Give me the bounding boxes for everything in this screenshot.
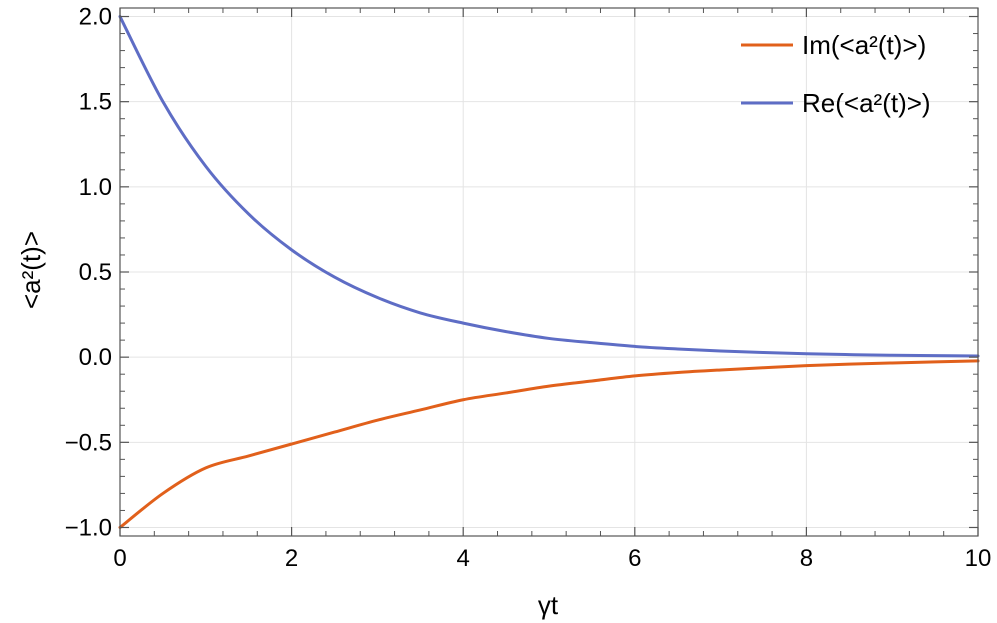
- series-line-0: [118, 359, 980, 529]
- ticks: [119, 8, 979, 536]
- y-tick-label: 2.0: [79, 4, 112, 31]
- x-tick-label: 4: [457, 545, 470, 572]
- x-tick-label: 2: [285, 545, 298, 572]
- y-tick-label: −1.0: [65, 514, 112, 541]
- x-tick-label: 10: [965, 545, 992, 572]
- x-tick-label: 8: [800, 545, 813, 572]
- y-axis-title: <a²(t)>: [16, 231, 46, 309]
- y-tick-label: 0.0: [79, 344, 112, 371]
- series-line-1: [118, 15, 980, 358]
- legend-label: Re(<a²(t)>): [802, 88, 931, 118]
- y-tick-label: 0.5: [79, 259, 112, 286]
- x-tick-label: 6: [628, 545, 641, 572]
- tick-labels: 0 2 4 6 8 10 −1.0 −0.5 0.0 0.5 1.0 1.5 2.0: [65, 4, 992, 572]
- y-tick-label: −0.5: [65, 429, 112, 456]
- y-tick-label: 1.5: [79, 89, 112, 116]
- legend: Im(<a²(t)>) Re(<a²(t)>): [741, 30, 931, 118]
- y-tick-label: 1.0: [79, 174, 112, 201]
- series-layer: [118, 15, 980, 529]
- legend-label: Im(<a²(t)>): [802, 30, 926, 60]
- x-axis-title: γt: [538, 590, 559, 620]
- x-tick-label: 0: [113, 545, 126, 572]
